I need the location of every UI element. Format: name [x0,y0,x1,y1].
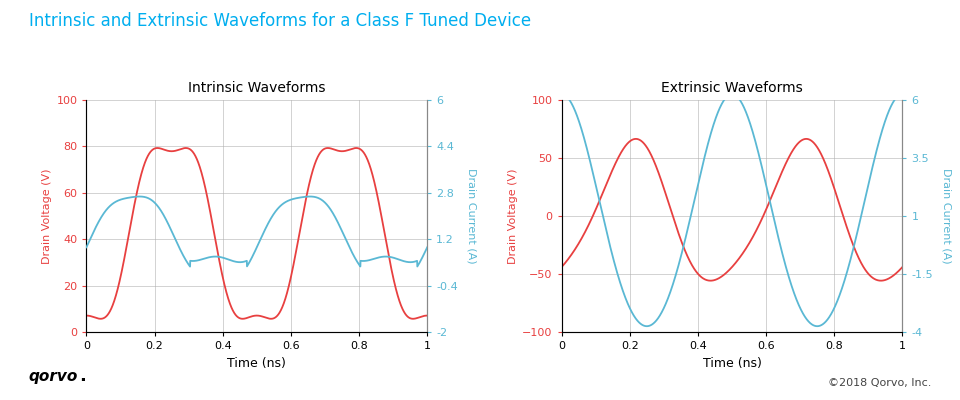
Text: ©2018 Qorvo, Inc.: ©2018 Qorvo, Inc. [828,378,931,388]
Text: Intrinsic and Extrinsic Waveforms for a Class F Tuned Device: Intrinsic and Extrinsic Waveforms for a … [29,12,531,30]
Text: qorvo: qorvo [29,369,78,384]
Y-axis label: Drain Current (A): Drain Current (A) [467,168,476,264]
Y-axis label: Drain Current (A): Drain Current (A) [942,168,951,264]
Y-axis label: Drain Voltage (V): Drain Voltage (V) [508,168,518,264]
X-axis label: Time (ns): Time (ns) [703,356,761,370]
Text: .: . [79,367,85,385]
Title: Extrinsic Waveforms: Extrinsic Waveforms [661,81,803,95]
Y-axis label: Drain Voltage (V): Drain Voltage (V) [42,168,52,264]
X-axis label: Time (ns): Time (ns) [228,356,286,370]
Title: Intrinsic Waveforms: Intrinsic Waveforms [188,81,325,95]
